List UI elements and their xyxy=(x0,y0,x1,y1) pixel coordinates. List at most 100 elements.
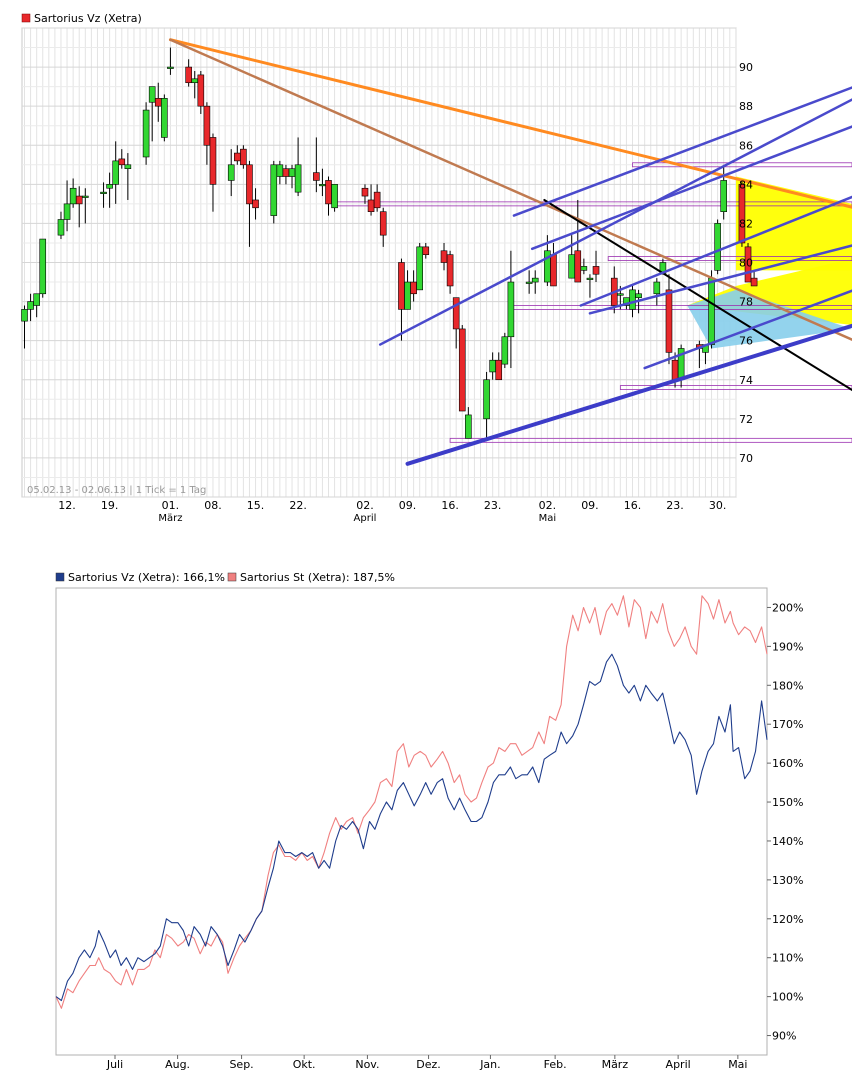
candle-body xyxy=(574,250,582,283)
x-tick-sublabel: Mai xyxy=(539,513,557,524)
candle-body xyxy=(124,164,132,170)
y-tick-label: 90 xyxy=(739,61,753,74)
candle-body xyxy=(148,86,156,103)
x-tick-label: März xyxy=(602,1058,629,1071)
candle-body xyxy=(531,277,539,283)
plot-area: 70 72 74 76 78 80 82 84 86 88 90 12. 19. 01.März 08. 15… xyxy=(21,27,852,524)
candle-body xyxy=(39,238,47,295)
x-tick-label: 08. xyxy=(204,499,222,512)
candle-body xyxy=(671,359,679,381)
y-tick-label: 110% xyxy=(772,952,803,965)
candle-body xyxy=(161,98,168,138)
y-tick-label: 88 xyxy=(739,100,753,113)
candle-body xyxy=(270,164,278,216)
candle-body xyxy=(507,281,515,338)
x-tick-label: Nov. xyxy=(355,1058,379,1071)
candle-body xyxy=(714,223,721,271)
candle-body xyxy=(440,250,448,263)
y-tick-label: 150% xyxy=(772,796,803,809)
x-tick-label: 22. xyxy=(289,499,307,512)
candle-body xyxy=(592,266,600,275)
candle-body xyxy=(635,293,642,298)
candle-body xyxy=(738,184,746,244)
candle-body xyxy=(63,203,71,220)
x-tick-sublabel: März xyxy=(158,513,182,524)
candle-body xyxy=(665,289,673,353)
candle-body xyxy=(252,199,259,209)
candle-body xyxy=(246,164,253,205)
candle-body xyxy=(568,254,576,279)
x-tick-label: Jan. xyxy=(479,1058,500,1071)
trend-line-brown xyxy=(169,38,852,341)
candle-body xyxy=(550,254,557,287)
y-tick-label: 82 xyxy=(739,217,753,230)
support-box xyxy=(619,385,852,390)
x-tick-label: Sep. xyxy=(229,1058,253,1071)
channel-line-blue xyxy=(588,244,852,315)
legend-label: Sartorius Vz (Xetra) xyxy=(34,12,142,25)
candle-body xyxy=(313,172,320,181)
candle-body xyxy=(69,187,77,205)
candle-body xyxy=(361,187,369,197)
candle-body xyxy=(586,277,594,280)
y-tick-label: 120% xyxy=(772,913,803,926)
x-tick-label: 16. xyxy=(624,499,642,512)
y-tick-label: 84 xyxy=(739,178,753,191)
candle-body xyxy=(720,180,728,212)
candle-body xyxy=(750,277,758,287)
y-tick-label: 190% xyxy=(772,640,803,653)
candle-body xyxy=(197,74,205,107)
line-chart: Sartorius Vz (Xetra): 166,1% Sartorius St… xyxy=(55,571,803,1071)
candle-body xyxy=(27,301,34,310)
legend-label: Sartorius St (Xetra): 187,5% xyxy=(240,571,395,584)
x-tick-label: Okt. xyxy=(293,1058,316,1071)
y-tick-label: 200% xyxy=(772,601,803,614)
candle-body xyxy=(501,336,509,365)
candle-body xyxy=(422,246,430,255)
candle-body xyxy=(21,309,28,322)
candle-body xyxy=(154,98,162,107)
y-tick-label: 140% xyxy=(772,835,803,848)
x-tick-label: 30. xyxy=(709,499,727,512)
candle-body xyxy=(653,281,661,295)
channel-line-blue xyxy=(512,86,852,217)
legend-label: Sartorius Vz (Xetra): 166,1% xyxy=(68,571,225,584)
candle-body xyxy=(580,266,588,271)
candle-body xyxy=(100,191,107,194)
support-box xyxy=(632,162,852,168)
y-tick-label: 130% xyxy=(772,874,803,887)
x-tick-label: Feb. xyxy=(544,1058,567,1071)
candle-body xyxy=(209,137,217,185)
plot-background xyxy=(55,587,768,1056)
x-tick-sublabel: April xyxy=(354,513,377,524)
x-tick-label: 23. xyxy=(484,499,502,512)
x-tick-label: 12. xyxy=(58,499,76,512)
candle-body xyxy=(744,246,752,283)
candle-body xyxy=(191,78,199,84)
candle-body xyxy=(118,158,126,166)
y-tick-label: 90% xyxy=(772,1030,796,1043)
candle-body xyxy=(398,262,405,310)
y-tick-label: 78 xyxy=(739,296,753,309)
y-tick-label: 72 xyxy=(739,413,753,426)
candle-body xyxy=(294,164,302,193)
legend-swatch xyxy=(227,572,237,582)
x-tick-label: 15. xyxy=(247,499,265,512)
candle-body xyxy=(373,191,381,209)
candle-body xyxy=(185,66,192,84)
candle-body xyxy=(416,246,424,291)
x-tick-label: April xyxy=(666,1058,691,1071)
candle-body xyxy=(708,277,715,345)
candle-body xyxy=(75,195,83,205)
plot-area: Sartorius Vz (Xetra): 166,1% Sartorius St… xyxy=(55,571,803,1071)
candle-body xyxy=(319,184,326,187)
watermark: 05.02.13 - 02.06.13 | 1 Tick = 1 Tag xyxy=(27,485,206,496)
candle-body xyxy=(276,164,284,177)
y-tick-label: 86 xyxy=(739,139,753,152)
candle-body xyxy=(367,199,375,212)
candle-body xyxy=(452,297,460,330)
candle-body xyxy=(33,293,40,306)
y-tick-label: 160% xyxy=(772,757,803,770)
candle-body xyxy=(495,359,503,381)
